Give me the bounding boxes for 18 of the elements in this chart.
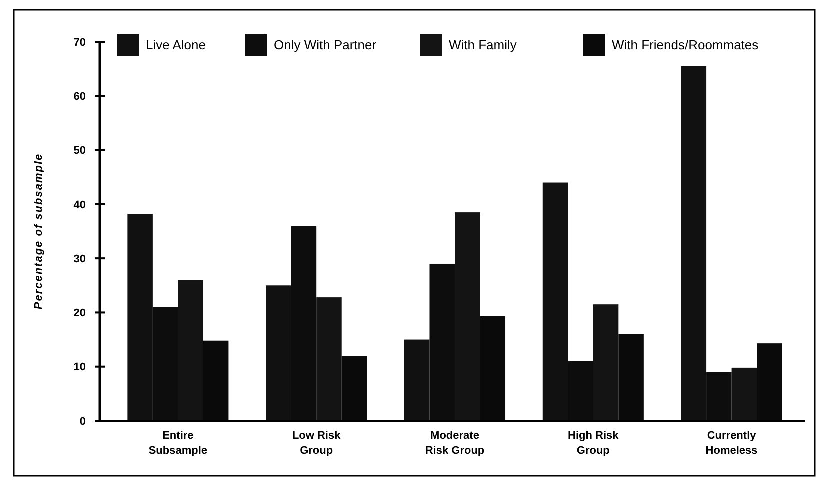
y-tick-label: 40	[74, 199, 86, 212]
legend-label: With Family	[449, 38, 518, 53]
y-tick-label: 10	[74, 362, 86, 374]
y-tick-label: 50	[74, 145, 86, 158]
x-tick-label: Moderate Risk Group	[425, 430, 485, 457]
legend-label: With Friends/Roommates	[612, 38, 760, 53]
x-tick-label: Low Risk Group	[292, 430, 342, 457]
x-tick-label: High Risk Group	[568, 430, 620, 457]
legend-label: Live Alone	[146, 38, 206, 53]
y-tick-label: 70	[74, 36, 86, 49]
y-tick-label: 20	[74, 308, 86, 320]
x-tick-label: Currently Homeless	[706, 430, 758, 457]
y-tick-label: 30	[74, 253, 86, 266]
y-tick-label: 0	[80, 416, 86, 428]
x-tick-label: Entire Subsample	[148, 430, 208, 457]
legend-label: Only With Partner	[274, 38, 378, 53]
y-axis-title: Percentage of subsample	[33, 153, 45, 310]
y-tick-label: 60	[74, 90, 86, 103]
